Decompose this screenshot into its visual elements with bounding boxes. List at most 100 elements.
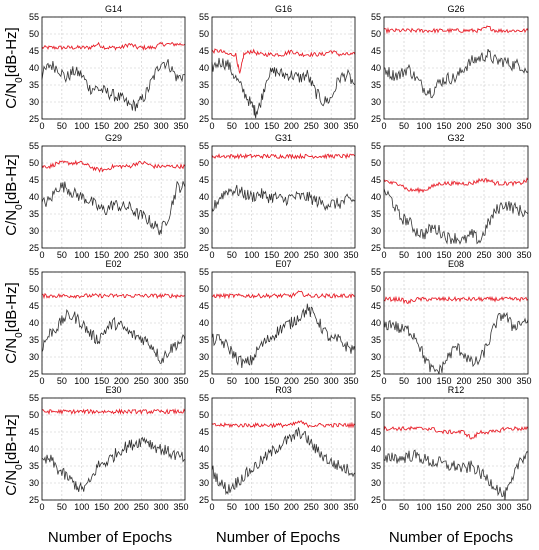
y-tick-label: 40 <box>29 444 39 454</box>
panel-E07: 25 30 35 40 45 50 55 0 50 100 150 200 250 300 350 E07 <box>199 259 359 386</box>
y-tick-label: 50 <box>29 29 39 39</box>
y-tick-label: 30 <box>29 478 39 488</box>
series-upper-E07 <box>211 290 356 300</box>
x-tick-label: 50 <box>57 376 67 386</box>
panel-R12: 25 30 35 40 45 50 55 0 50 100 150 200 250 300 350 R12 <box>371 385 532 512</box>
y-tick-label: 55 <box>199 12 209 22</box>
y-tick-label: 55 <box>371 393 381 403</box>
series-lower-G26 <box>383 48 529 99</box>
series-lower-E02 <box>41 309 186 364</box>
y-tick-label: 55 <box>29 141 39 151</box>
series-upper-G16 <box>211 48 356 75</box>
x-tick-label: 300 <box>154 376 169 386</box>
series-upper-G14 <box>41 41 186 51</box>
ylabel-row-1: C/N0[dB-Hz] <box>3 27 25 108</box>
axes-frame <box>211 145 356 249</box>
series-lower-G14 <box>41 59 186 112</box>
x-tick-label: 150 <box>94 250 109 260</box>
x-tick-label: 200 <box>284 121 299 131</box>
x-tick-label: 150 <box>94 502 109 512</box>
y-tick-label: 50 <box>29 284 39 294</box>
y-tick-label: 35 <box>29 335 39 345</box>
x-tick-label: 150 <box>94 376 109 386</box>
x-tick-label: 150 <box>436 376 451 386</box>
series-upper-E02 <box>41 292 185 300</box>
panel-G16: 25 30 35 40 45 50 55 0 50 100 150 200 250 300 350 G16 <box>199 4 359 131</box>
y-tick-label: 55 <box>29 267 39 277</box>
y-tick-label: 40 <box>371 318 381 328</box>
panel-G14: 25 30 35 40 45 50 55 0 50 100 150 200 250 300 350 G14 <box>29 4 189 131</box>
ylabel-row-2: C/N0[dB-Hz] <box>3 154 25 235</box>
series-lower-E30 <box>41 436 186 492</box>
x-tick-label: 350 <box>174 250 189 260</box>
series-upper-E08 <box>383 295 529 305</box>
series-upper-G26 <box>383 25 529 35</box>
ylabel-row-4: C/N0[dB-Hz] <box>3 414 25 495</box>
x-tick-label: 100 <box>74 121 89 131</box>
series-lower-G29 <box>41 180 186 236</box>
panel-E30: 25 30 35 40 45 50 55 0 50 100 150 200 250 300 350 E30 <box>29 385 189 512</box>
x-tick-label: 0 <box>39 502 44 512</box>
y-tick-label: 30 <box>371 226 381 236</box>
x-tick-label: 150 <box>264 502 279 512</box>
x-tick-label: 350 <box>516 376 531 386</box>
x-tick-label: 250 <box>304 121 319 131</box>
y-tick-label: 55 <box>199 393 209 403</box>
x-tick-label: 300 <box>324 121 339 131</box>
x-tick-label: 50 <box>57 121 67 131</box>
xlabel-col-2: Number of Epochs <box>216 529 340 546</box>
x-tick-label: 0 <box>381 121 386 131</box>
axes-frame <box>383 16 529 120</box>
y-tick-label: 55 <box>199 267 209 277</box>
y-tick-label: 30 <box>199 352 209 362</box>
series-lower-G16 <box>211 57 356 119</box>
y-tick-label: 30 <box>199 97 209 107</box>
axes-frame <box>41 271 186 375</box>
x-tick-label: 0 <box>39 376 44 386</box>
axes-frame <box>383 271 529 375</box>
y-tick-label: 50 <box>371 158 381 168</box>
x-tick-label: 0 <box>209 376 214 386</box>
y-tick-label: 45 <box>371 427 381 437</box>
x-tick-label: 350 <box>174 502 189 512</box>
panel-title: E08 <box>448 259 464 269</box>
y-tick-label: 40 <box>199 318 209 328</box>
y-tick-label: 35 <box>199 209 209 219</box>
x-tick-label: 100 <box>416 502 431 512</box>
x-tick-label: 350 <box>344 250 359 260</box>
x-tick-label: 150 <box>264 376 279 386</box>
x-tick-label: 350 <box>174 376 189 386</box>
x-tick-label: 150 <box>436 502 451 512</box>
x-tick-label: 100 <box>416 376 431 386</box>
panel-title: R03 <box>275 385 292 395</box>
y-tick-label: 40 <box>29 192 39 202</box>
x-tick-label: 0 <box>381 250 386 260</box>
x-tick-label: 200 <box>114 502 129 512</box>
x-tick-label: 250 <box>476 502 491 512</box>
x-tick-label: 50 <box>227 502 237 512</box>
y-tick-label: 25 <box>199 243 209 253</box>
y-tick-label: 35 <box>29 80 39 90</box>
panel-E08: 25 30 35 40 45 50 55 0 50 100 150 200 250 300 350 E08 <box>371 259 532 386</box>
panel-title: E30 <box>105 385 121 395</box>
y-tick-label: 40 <box>199 63 209 73</box>
x-tick-label: 0 <box>381 502 386 512</box>
x-tick-label: 0 <box>209 250 214 260</box>
panel-title: G32 <box>447 133 464 143</box>
y-tick-label: 55 <box>371 141 381 151</box>
x-tick-label: 250 <box>476 121 491 131</box>
axes-frame <box>383 145 529 249</box>
y-tick-label: 50 <box>371 29 381 39</box>
panel-title: R12 <box>448 385 465 395</box>
x-tick-label: 50 <box>399 502 409 512</box>
x-tick-label: 350 <box>516 502 531 512</box>
y-tick-label: 25 <box>199 114 209 124</box>
y-tick-label: 50 <box>199 29 209 39</box>
y-tick-label: 50 <box>199 410 209 420</box>
x-tick-label: 200 <box>456 250 471 260</box>
series-lower-R12 <box>383 449 529 501</box>
y-tick-label: 25 <box>371 369 381 379</box>
series-upper-G32 <box>383 177 529 194</box>
x-tick-label: 200 <box>456 376 471 386</box>
